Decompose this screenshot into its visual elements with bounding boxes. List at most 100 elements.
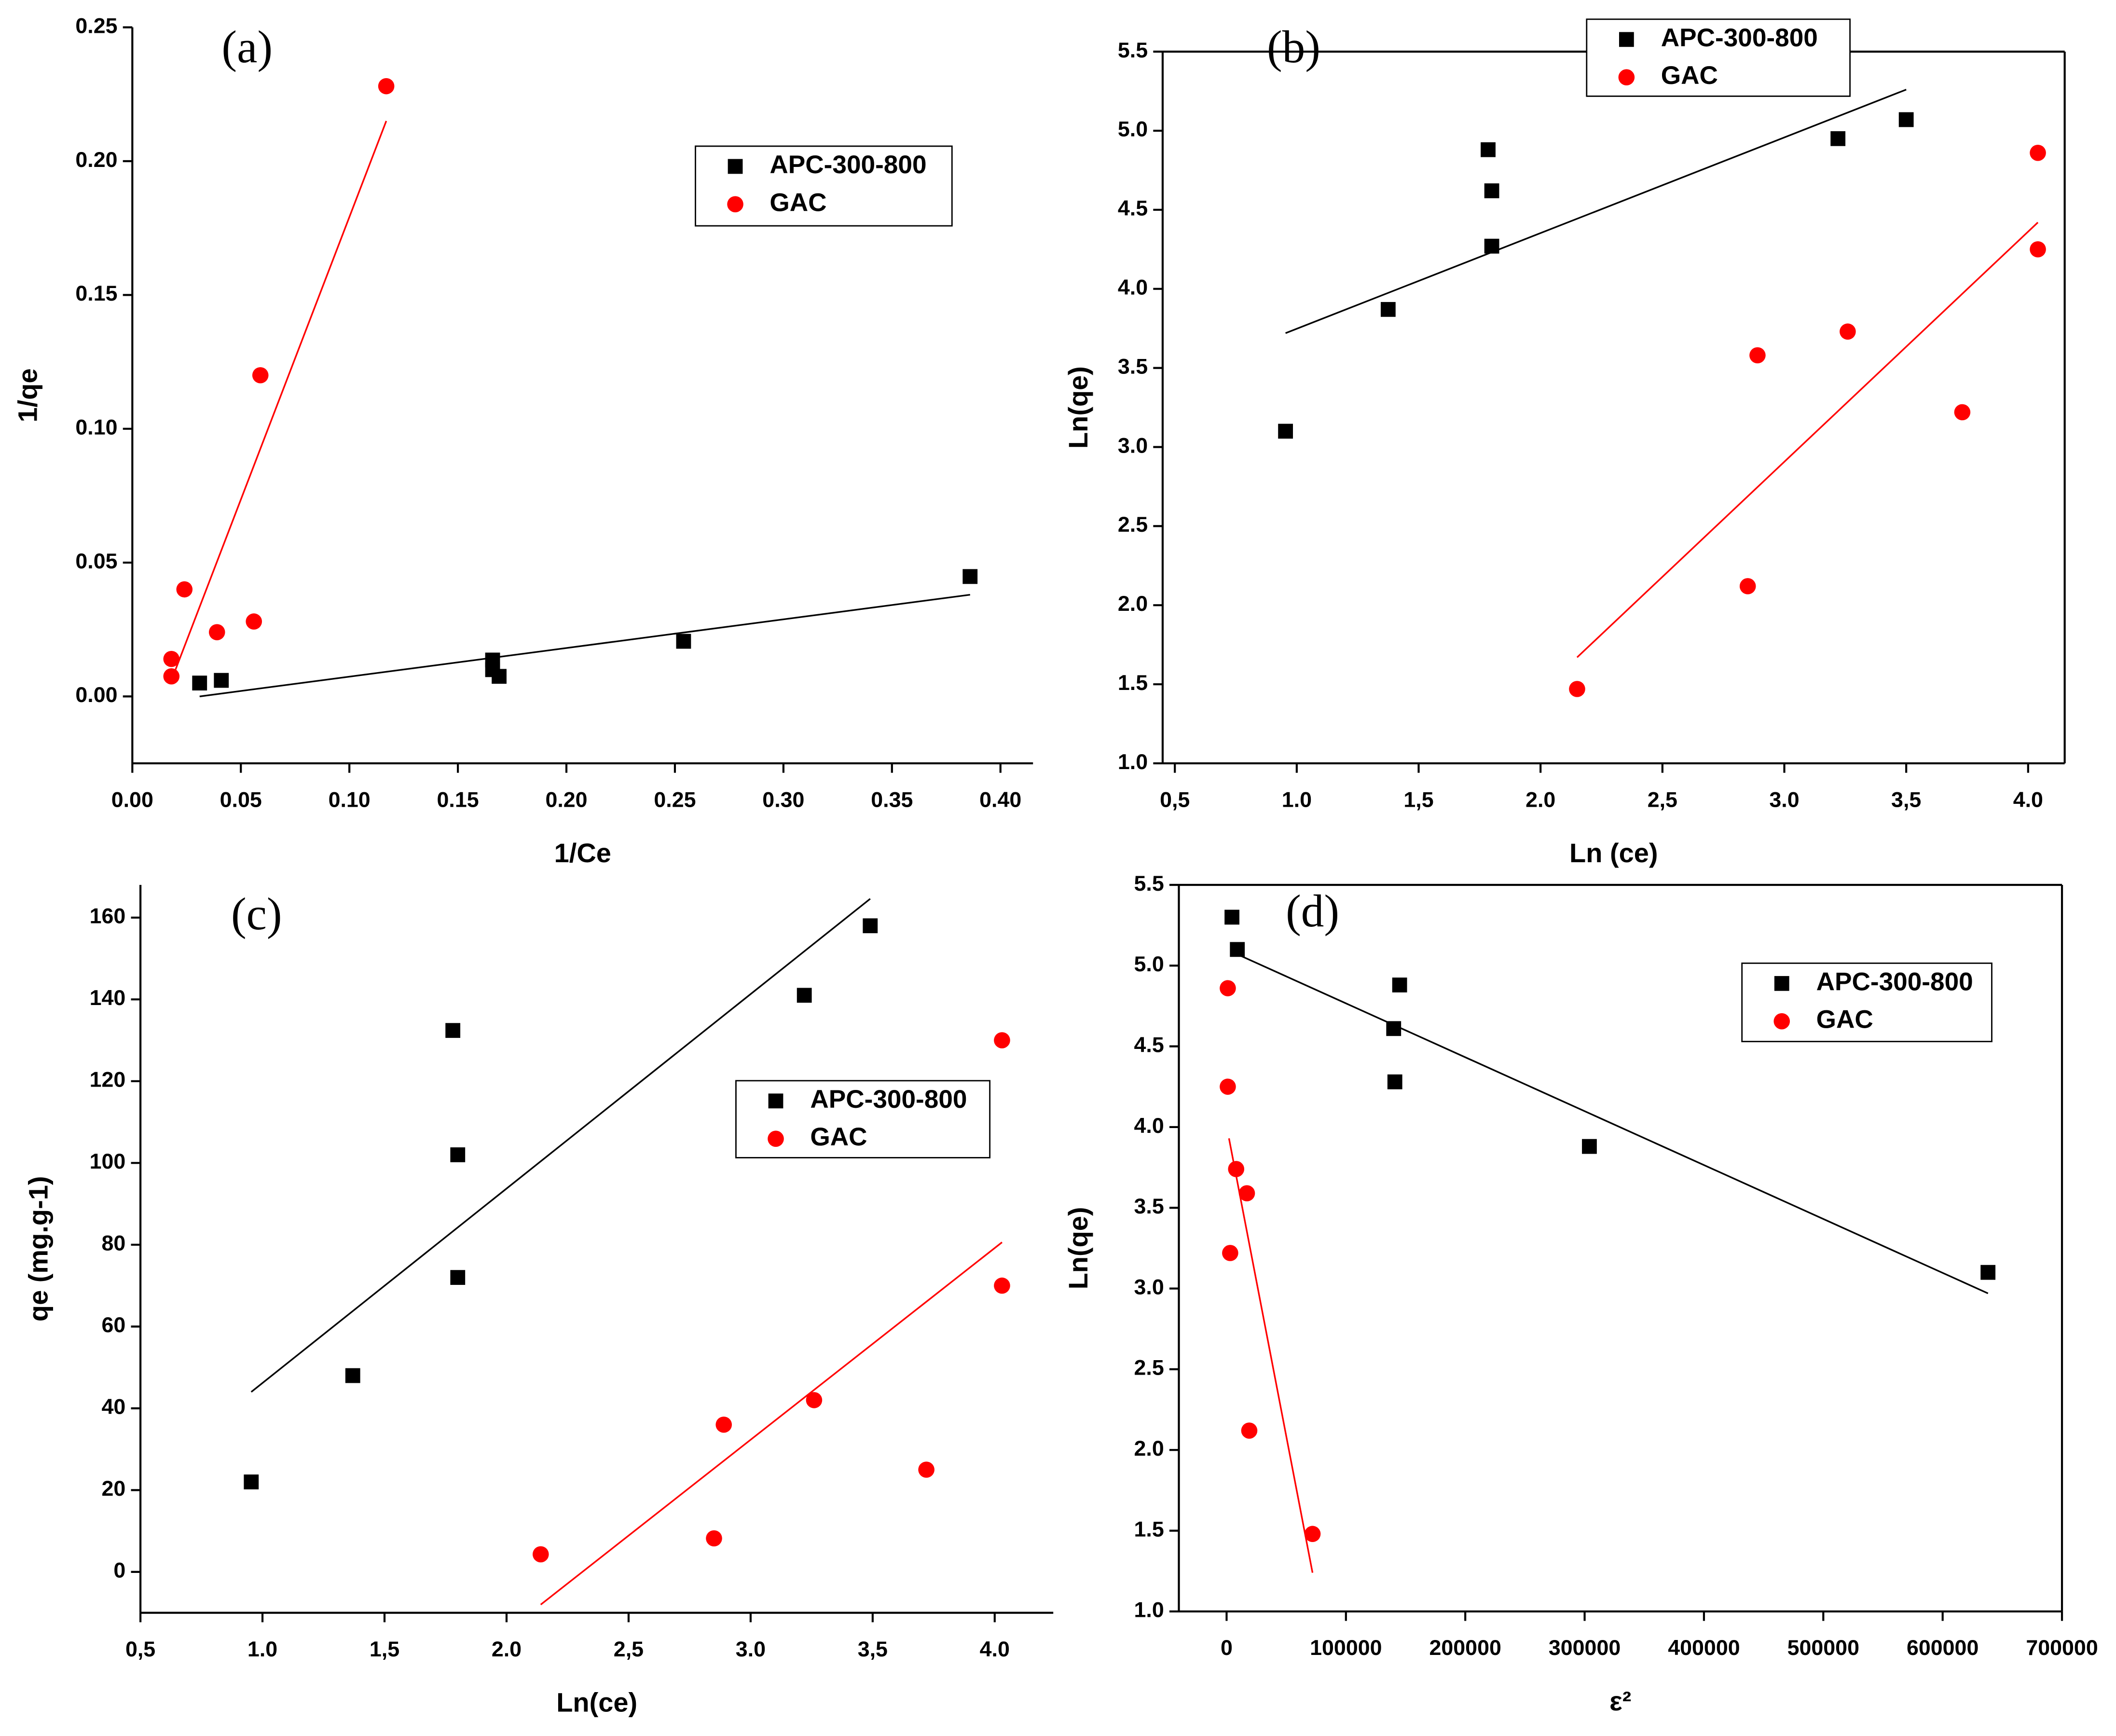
y-tick-label: 3.0 <box>1118 433 1148 457</box>
y-tick-label: 4.0 <box>1134 1114 1164 1138</box>
x-axis-title: ε² <box>1609 1686 1631 1716</box>
legend: APC-300-800 GAC <box>735 1080 991 1158</box>
y-tick-label: 5.0 <box>1134 952 1164 976</box>
data-point <box>706 1530 722 1547</box>
legend: APC-300-800 GAC <box>1586 18 1851 97</box>
panel-label: (c) <box>231 888 282 939</box>
data-point <box>918 1461 934 1478</box>
legend-marker <box>768 1093 783 1109</box>
data-point <box>676 634 691 649</box>
x-tick-label: 600000 <box>1907 1636 1979 1660</box>
data-point <box>163 668 180 685</box>
fit-line <box>170 121 387 681</box>
y-tick-label: 2.0 <box>1118 592 1148 616</box>
y-tick-label: 120 <box>90 1068 126 1092</box>
data-point <box>1238 1185 1255 1201</box>
x-tick-label: 4.0 <box>980 1637 1010 1661</box>
data-point <box>1569 681 1585 697</box>
x-tick-label: 1.0 <box>247 1637 277 1661</box>
x-tick-label: 3,5 <box>858 1637 888 1661</box>
data-point <box>1241 1422 1258 1439</box>
fit-line <box>1237 953 1989 1295</box>
y-tick-label: 1.5 <box>1118 671 1148 695</box>
data-point <box>214 673 229 688</box>
y-tick-label: 3.0 <box>1134 1275 1164 1299</box>
data-point <box>1481 142 1496 157</box>
fit-line <box>1576 221 2039 658</box>
x-tick-label: 0.05 <box>220 787 262 812</box>
subplot: 0 100000 200000 300000 400000 500000 600000 700… <box>1063 871 2098 1716</box>
legend-label: APC-300-800 <box>1816 967 1973 996</box>
x-tick-label: 3.0 <box>736 1637 766 1661</box>
x-tick-label: 200000 <box>1429 1636 1501 1660</box>
x-tick-label: 400000 <box>1668 1636 1740 1660</box>
legend: APC-300-800 GAC <box>1741 962 1992 1043</box>
y-tick-label: 4.0 <box>1118 276 1148 300</box>
y-tick-label: 0.00 <box>75 683 117 707</box>
y-axis-title: qe (mg.g-1) <box>23 1176 54 1322</box>
data-point <box>1898 112 1914 127</box>
y-tick-label: 3.5 <box>1134 1194 1164 1218</box>
x-tick-label: 0.40 <box>979 787 1021 812</box>
y-axis-title: Ln(qe) <box>1063 1207 1093 1289</box>
x-tick-label: 1.0 <box>1282 787 1312 812</box>
y-tick-label: 0.05 <box>75 549 117 573</box>
x-tick-label: 2,5 <box>1648 787 1677 812</box>
legend: APC-300-800 GAC <box>695 145 953 227</box>
y-tick-label: 4.5 <box>1134 1033 1164 1057</box>
x-tick-label: 100000 <box>1310 1636 1382 1660</box>
x-tick-label: 2,5 <box>614 1637 644 1661</box>
data-point <box>1386 1021 1402 1036</box>
y-tick-label: 2.5 <box>1134 1356 1164 1380</box>
y-tick-label: 0.15 <box>75 281 117 305</box>
data-point <box>1380 302 1396 317</box>
y-tick-label: 3.5 <box>1118 354 1148 378</box>
data-point <box>994 1277 1010 1294</box>
legend-label: GAC <box>810 1123 867 1151</box>
legend-marker <box>727 196 743 213</box>
y-tick-label: 0.20 <box>75 148 117 172</box>
data-point <box>1228 1161 1245 1177</box>
data-point <box>1739 578 1756 594</box>
legend-label: APC-300-800 <box>769 151 926 179</box>
data-point <box>806 1392 823 1408</box>
legend-label: APC-300-800 <box>1661 24 1818 52</box>
y-tick-label: 160 <box>90 904 126 928</box>
data-point <box>1484 183 1499 198</box>
y-tick-label: 1.0 <box>1134 1598 1164 1622</box>
data-point <box>797 988 812 1003</box>
data-point <box>1749 347 1766 364</box>
x-tick-label: 0.00 <box>111 787 153 812</box>
x-tick-label: 1,5 <box>370 1637 399 1661</box>
data-point <box>208 624 225 641</box>
y-axis-title: Ln(qe) <box>1063 366 1093 449</box>
data-point <box>1392 978 1407 992</box>
data-point <box>715 1416 732 1433</box>
data-point <box>994 1032 1010 1048</box>
y-tick-label: 20 <box>102 1476 126 1501</box>
x-tick-label: 0.35 <box>871 787 913 812</box>
data-point <box>863 918 878 934</box>
data-point <box>450 1147 466 1162</box>
subplot: 0.00 0.05 0.10 0.15 0.20 0.25 0.30 0.35 0.40 0.00… <box>12 14 1033 868</box>
panel-label: (b) <box>1267 21 1320 72</box>
x-tick-label: 0.25 <box>654 787 696 812</box>
x-tick-label: 500000 <box>1787 1636 1859 1660</box>
y-tick-label: 1.0 <box>1118 750 1148 774</box>
data-point <box>1954 404 1971 421</box>
x-tick-label: 0.20 <box>545 787 587 812</box>
data-point <box>1980 1265 1996 1280</box>
x-tick-label: 0,5 <box>125 1637 155 1661</box>
legend-marker <box>1618 69 1635 85</box>
data-point <box>192 675 207 691</box>
data-point <box>163 650 180 667</box>
y-tick-label: 5.5 <box>1118 38 1148 62</box>
data-point <box>962 569 978 584</box>
data-point <box>1387 1074 1402 1089</box>
x-tick-label: 300000 <box>1549 1636 1621 1660</box>
y-tick-label: 2.0 <box>1134 1436 1164 1460</box>
data-point <box>1220 980 1236 996</box>
legend-label: APC-300-800 <box>810 1085 967 1114</box>
legend-marker <box>1619 32 1634 47</box>
y-tick-label: 2.5 <box>1118 512 1148 537</box>
